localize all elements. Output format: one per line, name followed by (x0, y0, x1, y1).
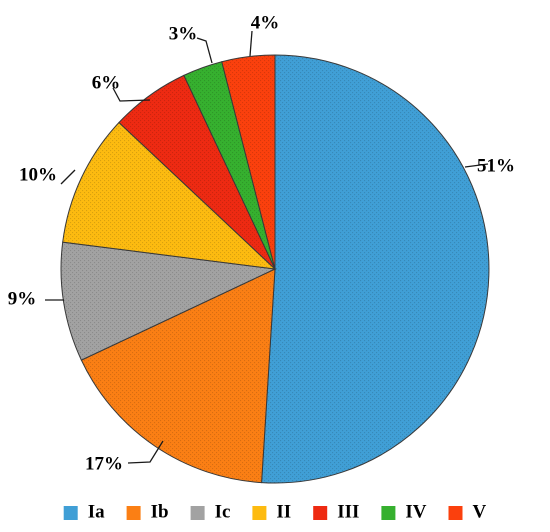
legend-swatch-iv (381, 506, 396, 520)
legend-swatch-ic (190, 506, 205, 520)
legend-label-ib: Ib (151, 501, 169, 522)
pie-slice-texture-ic (61, 242, 275, 361)
legend-swatch-ia (63, 506, 78, 520)
leader-line-iii (112, 87, 151, 102)
legend-swatch-ii (252, 506, 267, 520)
data-labels: 51% 17% 9% 10% 6% 3% 4% (8, 12, 515, 474)
data-label-ii: 10% (19, 164, 57, 185)
legend-swatch-v (448, 506, 463, 520)
leader-line-ib (127, 440, 164, 464)
leader-lines (45, 30, 489, 464)
data-label-iv: 3% (169, 23, 198, 44)
data-label-ia: 51% (477, 155, 515, 176)
pie-slice-texture-iii (119, 75, 275, 270)
legend-item-iv: IV (381, 501, 427, 522)
legend-item-iii: III (313, 501, 359, 522)
legend-label-ia: Ia (88, 501, 105, 522)
data-label-iii: 6% (92, 72, 121, 93)
legend-item-ia: Ia (63, 501, 105, 522)
leader-line-ii (60, 169, 76, 185)
legend-item-ic: Ic (190, 501, 231, 522)
legend-item-ii: II (252, 501, 291, 522)
legend-label-ii: II (276, 501, 291, 522)
leader-line-v (249, 30, 253, 57)
legend-item-ib: Ib (126, 501, 169, 522)
legend: Ia Ib Ic II III IV V (63, 501, 487, 522)
legend-label-v: V (473, 501, 487, 522)
leader-line-iv (196, 37, 213, 64)
legend-label-iii: III (337, 501, 359, 522)
leader-line-ia (464, 163, 489, 168)
data-label-ic: 9% (8, 288, 37, 309)
legend-item-v: V (448, 501, 487, 522)
data-label-ib: 17% (85, 453, 123, 474)
legend-label-iv: IV (405, 501, 426, 522)
data-label-v: 4% (251, 12, 280, 33)
pie-slice-texture-ii (62, 122, 275, 269)
pie-slices (60, 54, 490, 484)
legend-swatch-ib (126, 506, 141, 520)
pie-slice-texture-ib (81, 269, 276, 483)
legend-label-ic: Ic (215, 501, 231, 522)
pie-slice-texture-iv (183, 61, 275, 269)
pie-slice-texture-ia (261, 55, 489, 483)
legend-swatch-iii (313, 506, 328, 520)
pie-slice-texture-v (221, 55, 275, 269)
